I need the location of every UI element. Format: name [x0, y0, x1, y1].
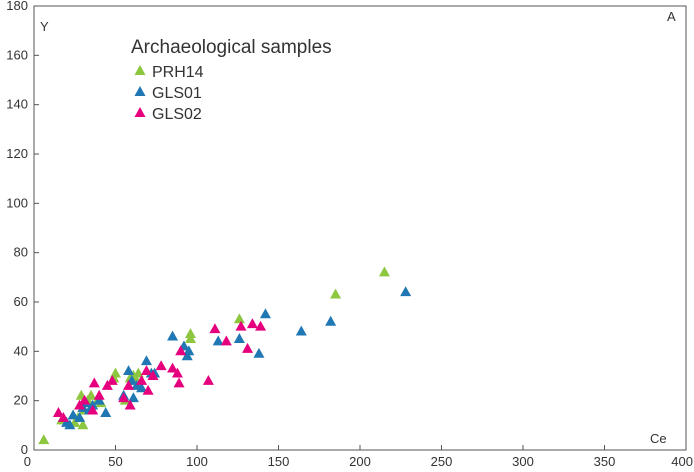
data-point-gls02 [155, 360, 167, 371]
y-tick-label: 20 [14, 393, 28, 408]
y-axis-ticks: 0 20 40 60 80 100 120 140 160 180 [6, 0, 39, 457]
data-point-gls01 [127, 392, 139, 403]
legend-title: Archaeological samples [131, 37, 332, 58]
y-tick-label: 40 [14, 343, 28, 358]
legend-label: GLS01 [152, 85, 202, 102]
data-point-gls02 [57, 411, 69, 422]
data-point-gls01 [212, 335, 224, 346]
y-tick-label: 180 [6, 0, 28, 13]
data-point-gls02 [246, 318, 258, 329]
y-tick-label: 80 [14, 245, 28, 260]
x-axis-ticks: 0 50 100 150 200 250 300 350 400 [24, 445, 693, 469]
data-point-gls01 [100, 407, 112, 417]
x-tick-label: 300 [512, 454, 534, 469]
data-point-gls02 [123, 379, 135, 390]
x-tick-label: 150 [268, 454, 290, 469]
data-point-gls01 [253, 347, 265, 358]
data-points [38, 266, 412, 445]
legend-label: PRH14 [152, 64, 204, 81]
data-point-gls01 [400, 286, 412, 297]
legend-marker-gls02 [134, 107, 146, 117]
data-point-gls01 [325, 315, 337, 326]
data-point-gls02 [167, 362, 179, 373]
panel-label: A [667, 9, 676, 24]
x-tick-label: 0 [24, 454, 31, 469]
y-tick-label: 140 [6, 97, 28, 112]
data-point-gls01 [64, 419, 76, 430]
data-point-gls01 [136, 382, 148, 393]
y-tick-label: 160 [6, 47, 28, 62]
data-point-gls02 [147, 370, 159, 380]
y-tick-label: 100 [6, 195, 28, 210]
legend-items: PRH14 GLS01 GLS02 [134, 64, 204, 123]
data-point-gls01 [123, 365, 135, 376]
legend-label: GLS02 [152, 106, 202, 123]
x-tick-label: 400 [671, 454, 693, 469]
data-point-gls02 [106, 374, 118, 385]
data-point-gls02 [87, 404, 99, 415]
data-point-gls02 [93, 389, 105, 400]
y-tick-label: 0 [21, 442, 28, 457]
data-point-gls01 [140, 355, 152, 366]
data-point-gls02 [171, 367, 183, 378]
data-point-gls02 [140, 365, 152, 376]
data-point-prh14 [85, 389, 97, 400]
data-point-gls02 [142, 384, 154, 395]
data-point-gls01 [67, 409, 79, 420]
data-point-gls02 [79, 394, 91, 405]
data-point-gls02 [88, 377, 100, 388]
data-point-gls02 [124, 399, 136, 410]
legend: Archaeological samples PRH14 GLS01 GLS02 [131, 37, 332, 123]
data-point-gls01 [295, 325, 307, 336]
data-point-gls01 [167, 330, 179, 341]
legend-marker-prh14 [134, 65, 146, 75]
data-point-prh14 [38, 434, 50, 445]
data-point-prh14 [77, 419, 89, 430]
data-point-gls02 [52, 407, 64, 417]
data-point-gls01 [74, 411, 86, 422]
data-point-gls02 [136, 374, 148, 385]
x-tick-label: 350 [594, 454, 616, 469]
x-tick-label: 100 [186, 454, 208, 469]
data-point-gls02 [235, 320, 247, 331]
x-tick-label: 250 [431, 454, 453, 469]
data-point-gls02 [118, 392, 130, 403]
data-point-gls02 [173, 377, 185, 388]
data-point-gls01 [183, 345, 195, 356]
data-point-gls02 [202, 374, 214, 385]
data-point-gls02 [242, 342, 254, 353]
data-point-prh14 [330, 288, 342, 299]
data-point-gls02 [209, 323, 221, 334]
data-point-gls01 [233, 333, 245, 343]
data-point-prh14 [378, 266, 390, 277]
data-point-prh14 [110, 367, 121, 378]
x-axis-label: Ce [650, 431, 667, 446]
y-tick-label: 60 [14, 294, 28, 309]
data-point-gls02 [175, 345, 187, 356]
y-axis-label: Y [40, 19, 49, 34]
data-point-prh14 [233, 313, 245, 324]
x-tick-label: 200 [349, 454, 371, 469]
data-point-prh14 [184, 333, 196, 343]
data-point-gls01 [259, 308, 271, 319]
y-tick-label: 120 [6, 146, 28, 161]
legend-marker-gls01 [134, 86, 146, 96]
data-point-gls02 [220, 335, 232, 346]
x-tick-label: 50 [108, 454, 122, 469]
data-point-gls02 [255, 320, 267, 331]
